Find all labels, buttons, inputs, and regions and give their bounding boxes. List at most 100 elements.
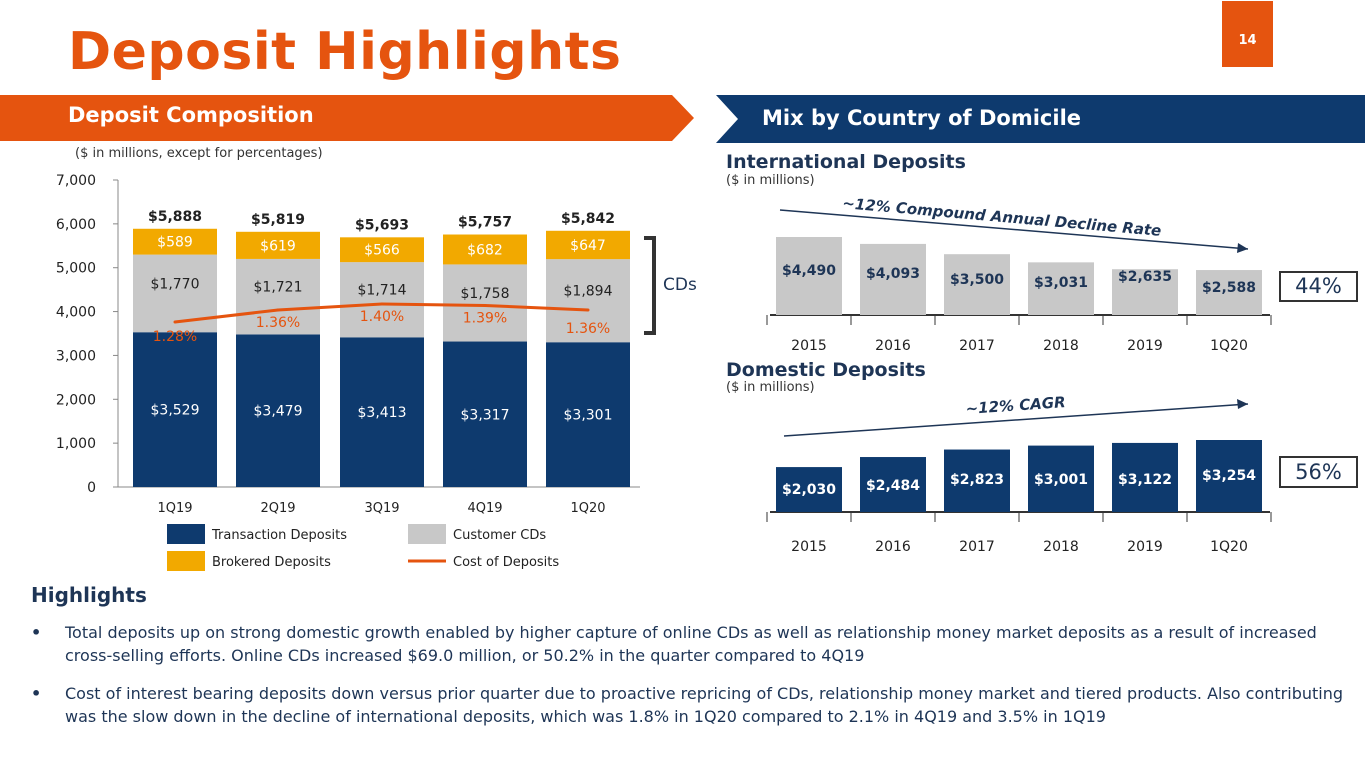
bar-value-label: $1,770 (151, 276, 200, 292)
page-title: Deposit Highlights (68, 22, 622, 82)
bar-value-label: $3,031 (1034, 275, 1088, 291)
x-tick-label: 2015 (791, 338, 827, 354)
bar-segment (236, 334, 320, 487)
cost-point (483, 304, 487, 307)
cost-point (173, 320, 177, 324)
cagr-trend-arrow (783, 403, 1249, 437)
bar-total-label: $5,819 (251, 212, 305, 228)
cost-label: 1.36% (256, 315, 300, 331)
bar (860, 457, 926, 512)
left-banner-arrow (672, 95, 694, 141)
bar-value-label: $1,721 (254, 280, 303, 296)
x-tick-label: 2019 (1127, 338, 1163, 354)
bar-value-label: $1,894 (564, 284, 613, 300)
bar-value-label: $589 (157, 235, 193, 251)
x-tick-label: 1Q19 (157, 501, 192, 516)
bar-value-label: $682 (467, 242, 503, 258)
y-tick-label: 0 (87, 480, 96, 496)
bar-value-label: $3,301 (564, 408, 613, 424)
y-tick-label: 2,000 (56, 392, 96, 408)
bar-segment (133, 332, 217, 487)
bar-segment (236, 231, 320, 259)
bar (944, 449, 1010, 512)
international-note: ($ in millions) (726, 173, 815, 188)
x-tick-label: 2018 (1043, 338, 1079, 354)
y-tick-label: 4,000 (56, 305, 96, 321)
bar-value-label: $2,635 (1118, 269, 1172, 285)
bar-value-label: $1,758 (461, 286, 510, 302)
decline-trend-arrow (779, 209, 1249, 250)
bar (1196, 270, 1262, 315)
bar-segment (340, 237, 424, 263)
bar-value-label: $3,529 (151, 403, 200, 419)
cost-point (586, 308, 590, 312)
y-tick-label: 1,000 (56, 436, 96, 452)
deposit-composition-chart: 0 1,000 2,000 3,000 4,000 5,000 6,000 7,000 $3,… (56, 173, 697, 571)
bar (776, 237, 842, 315)
domestic-note: ($ in millions) (726, 380, 815, 395)
right-banner-title: Mix by Country of Domicile (762, 106, 1082, 130)
legend-label: Cost of Deposits (453, 555, 559, 570)
bar (944, 254, 1010, 315)
bar-value-label: $566 (364, 243, 400, 259)
bar-segment (133, 228, 217, 255)
x-tick-label: 2Q19 (260, 501, 295, 516)
bar-value-label: $3,317 (461, 407, 510, 423)
bar-value-label: $1,714 (358, 283, 407, 299)
decline-trend-arrowhead (1237, 243, 1248, 253)
bar (1028, 262, 1094, 315)
highlight-text: Cost of interest bearing deposits down v… (65, 684, 1344, 726)
decline-trend-label: ~12% Compound Annual Decline Rate (842, 194, 1162, 240)
international-deposits-chart: ~12% Compound Annual Decline Rate $4,490… (766, 194, 1272, 354)
legend-label: Customer CDs (453, 528, 546, 543)
bar-segment (546, 230, 630, 260)
bar-value-label: $2,484 (866, 478, 920, 494)
right-banner-notch (716, 95, 738, 143)
domestic-share-box: 56% (1279, 456, 1358, 488)
x-tick-label: 3Q19 (364, 501, 399, 516)
cost-label: 1.36% (566, 321, 610, 337)
bar-segment (546, 259, 630, 343)
x-tick-label: 1Q20 (570, 501, 605, 516)
bullet-dot: • (31, 684, 42, 703)
bar-value-label: $4,093 (866, 266, 920, 282)
cds-bracket (644, 236, 656, 335)
bar-value-label: $619 (260, 238, 296, 254)
bar-value-label: $3,479 (254, 404, 303, 420)
cost-label: 1.39% (463, 311, 507, 327)
x-tick-label: 1Q20 (1210, 539, 1248, 555)
bar-segment (236, 258, 320, 335)
legend-label: Transaction Deposits (211, 528, 347, 543)
bar-total-label: $5,888 (148, 209, 202, 225)
x-tick-label: 4Q19 (467, 501, 502, 516)
bar (1112, 442, 1178, 512)
bar-segment (340, 337, 424, 487)
bar (776, 467, 842, 512)
cagr-trend-arrowhead (1237, 399, 1248, 409)
y-tick-label: 6,000 (56, 217, 96, 233)
y-tick-label: 5,000 (56, 261, 96, 277)
bar-segment (340, 262, 424, 338)
cost-label: 1.40% (360, 309, 404, 325)
bar-value-label: $3,122 (1118, 472, 1172, 488)
bullet-dot: • (31, 623, 42, 642)
bar-segment (443, 234, 527, 265)
cost-label: 1.28% (153, 329, 197, 345)
bar (1028, 445, 1094, 512)
bar-segment (443, 264, 527, 342)
bar-value-label: $2,588 (1202, 280, 1256, 296)
highlight-text: Total deposits up on strong domestic gro… (65, 623, 1317, 665)
x-tick-label: 2016 (875, 338, 911, 354)
legend-label: Brokered Deposits (212, 555, 331, 570)
highlights-title: Highlights (31, 583, 147, 607)
y-tick-label: 3,000 (56, 348, 96, 364)
bar-value-label: $3,500 (950, 272, 1004, 288)
legend-swatch (408, 524, 446, 544)
legend-swatch (167, 524, 205, 544)
x-tick-label: 2016 (875, 539, 911, 555)
x-tick-label: 2017 (959, 539, 995, 555)
bar-total-label: $5,693 (355, 217, 409, 233)
cost-point (380, 302, 384, 306)
bar (860, 243, 926, 315)
x-tick-label: 1Q20 (1210, 338, 1248, 354)
